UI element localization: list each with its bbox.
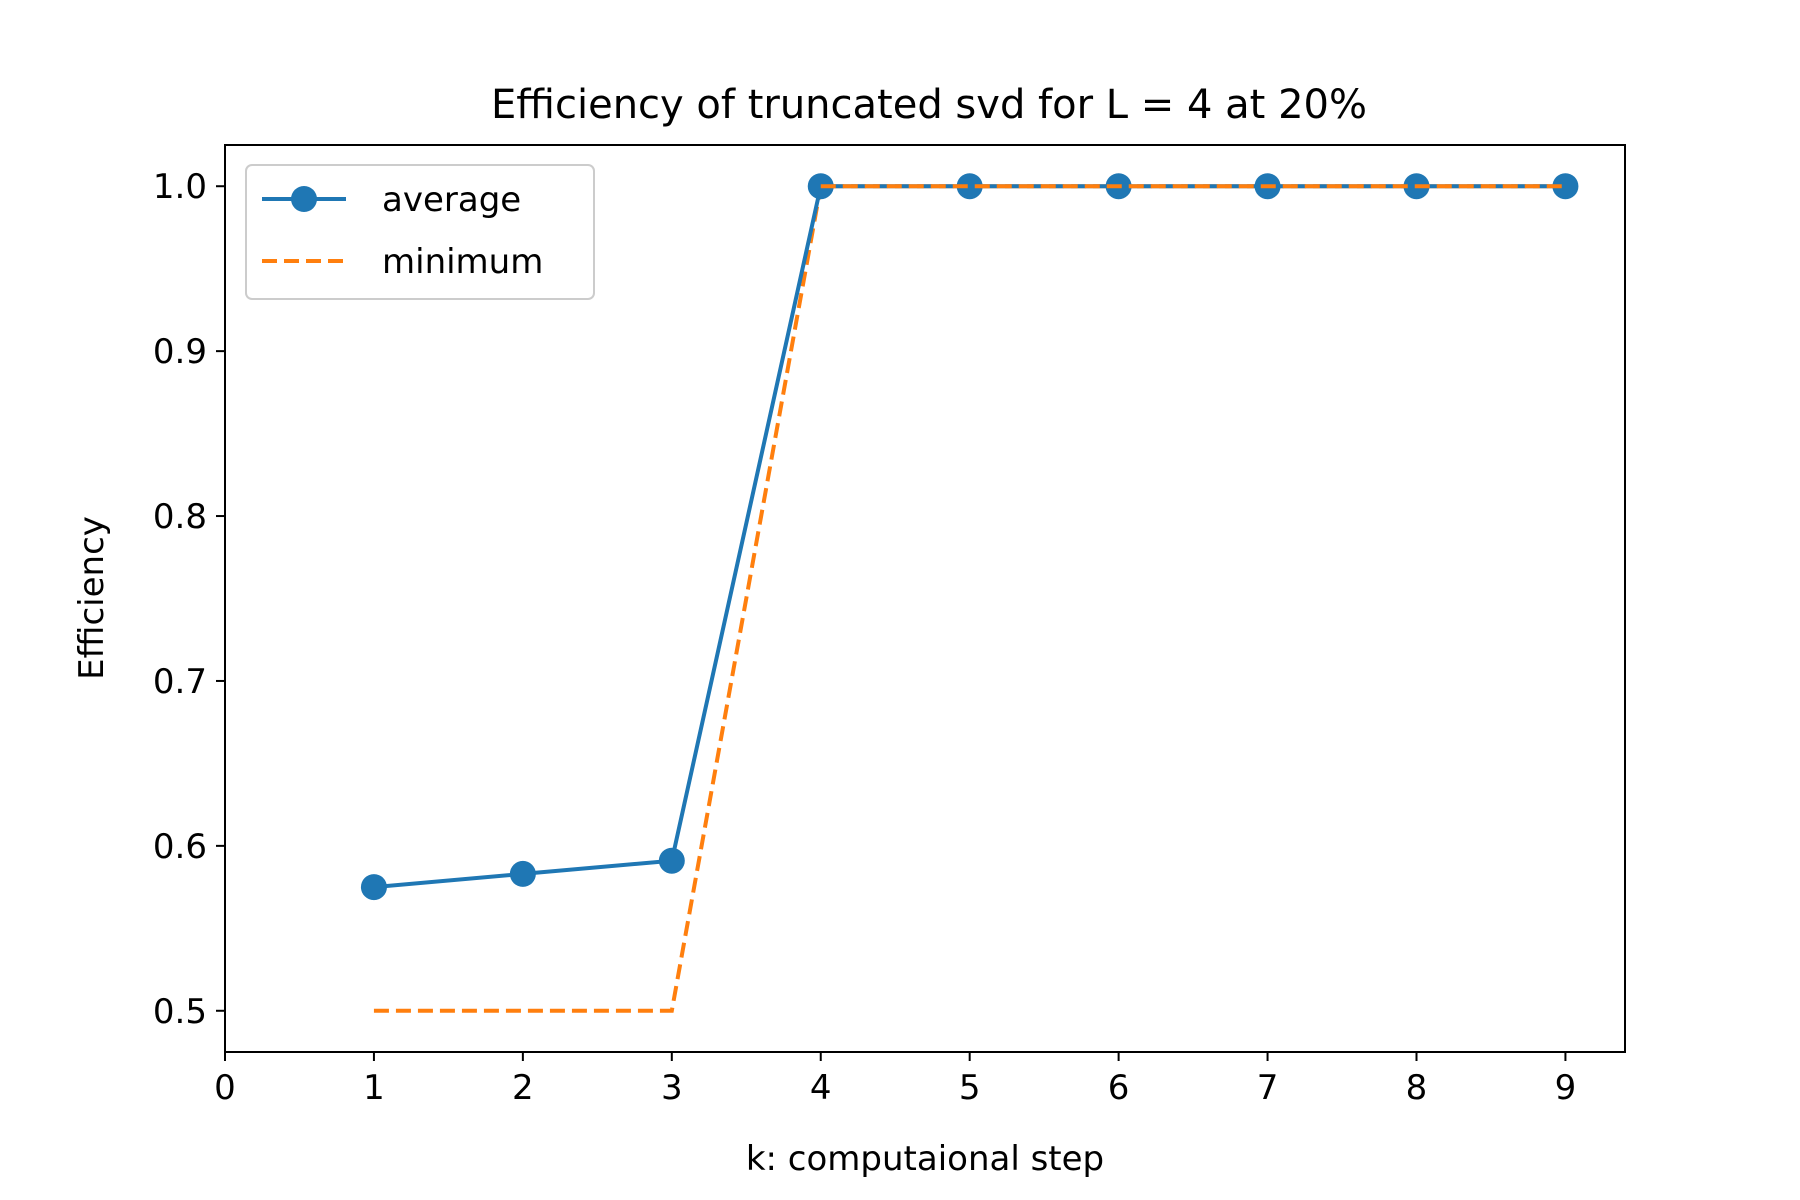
chart-title: Efficiency of truncated svd for L = 4 at… [491, 82, 1367, 128]
legend-minimum-label: minimum [382, 242, 543, 282]
y-tick-label: 1.0 [153, 167, 207, 207]
x-axis-label: k: computaional step [746, 1139, 1104, 1179]
plot-area [224, 144, 1626, 1053]
y-axis-ticks: 0.5 0.6 0.7 0.8 0.9 1.0 [153, 167, 225, 1032]
x-tick-label: 9 [1555, 1068, 1577, 1108]
y-axis-label: Efficiency [72, 516, 112, 680]
x-tick-label: 4 [810, 1068, 832, 1108]
legend-average-marker-sample [291, 186, 317, 212]
series-minimum-line [373, 184, 1566, 1013]
x-tick-label: 6 [1108, 1068, 1130, 1108]
x-tick-label: 7 [1257, 1068, 1279, 1108]
series-average-point [956, 173, 983, 200]
y-tick-label: 0.5 [153, 992, 207, 1032]
x-tick-label: 5 [959, 1068, 981, 1108]
series-average-point [509, 860, 536, 887]
x-tick-label: 3 [661, 1068, 683, 1108]
y-tick-label: 0.6 [153, 827, 207, 867]
x-tick-label: 0 [214, 1068, 236, 1108]
legend: average minimum [245, 164, 595, 300]
x-axis-ticks: 0 1 2 3 4 5 6 7 8 9 [214, 1052, 1576, 1108]
series-average-point [360, 874, 387, 901]
y-tick-label: 0.9 [153, 332, 207, 372]
series-average-point [1552, 173, 1579, 200]
series-average-point [658, 847, 685, 874]
x-tick-label: 8 [1406, 1068, 1428, 1108]
y-tick-label: 0.7 [153, 662, 207, 702]
plot-frame [224, 144, 1626, 1053]
legend-average-label: average [382, 180, 521, 220]
x-tick-label: 2 [512, 1068, 534, 1108]
series-layer [360, 173, 1579, 1013]
x-tick-label: 1 [363, 1068, 385, 1108]
y-tick-label: 0.8 [153, 497, 207, 537]
